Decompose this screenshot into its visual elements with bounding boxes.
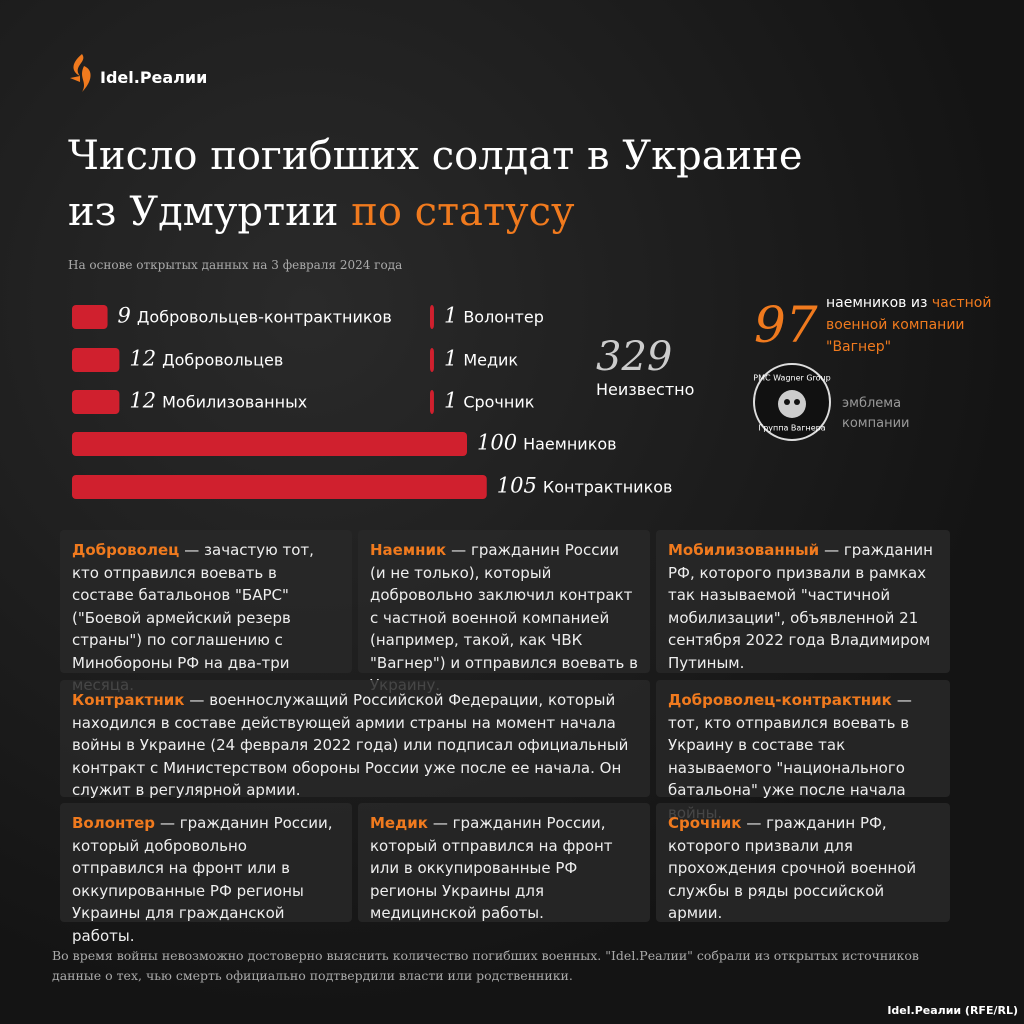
bar — [430, 348, 434, 372]
emblem-text: Группа Вагнера — [758, 424, 825, 433]
title: Число погибших солдат в Украине из Удмурт… — [68, 128, 803, 240]
title-line: из Удмуртии — [68, 189, 339, 235]
term: Медик — [370, 814, 428, 832]
bar-chart: 9 Добровольцев-контрактников 12 Добровольце… — [72, 304, 673, 499]
term: Контрактник — [72, 691, 185, 709]
value-label: 12 — [129, 389, 156, 413]
unknown-value: 329 — [596, 334, 673, 380]
bar — [72, 390, 120, 414]
definition-text: — гражданин РФ, которого призвали для пр… — [668, 814, 917, 922]
term: Мобилизованный — [668, 541, 820, 559]
subtitle: На основе открытых данных на 3 февраля 2… — [68, 258, 403, 272]
value-label: 12 — [129, 347, 156, 371]
definition-text: — зачастую тот, кто отправился воевать в… — [72, 541, 314, 694]
wagner-value: 97 — [754, 296, 818, 354]
emblem-caption: эмблема компании — [842, 396, 910, 431]
definition-box: Контрактник — военнослужащий Российской Ф… — [60, 680, 650, 799]
category-label: Медик — [463, 351, 518, 370]
emblem: PMC Wagner Group Группа Вагнера — [753, 363, 831, 441]
category-label: Добровольцев-контрактников — [137, 308, 392, 327]
text-accent: "Вагнер" — [826, 339, 892, 355]
term: Срочник — [668, 814, 742, 832]
bar — [72, 348, 120, 372]
title-line: Число погибших солдат в Украине — [68, 133, 803, 179]
term: Наемник — [370, 541, 447, 559]
term: Доброволец-контрактник — [668, 691, 892, 709]
value-label: 105 — [497, 474, 537, 498]
value-label: 1 — [444, 304, 457, 328]
value-label: 100 — [477, 431, 517, 455]
category-label: Мобилизованных — [162, 393, 307, 412]
category-label: Волонтер — [463, 308, 544, 327]
bar — [72, 432, 467, 456]
value-label: 9 — [118, 304, 131, 328]
definition-box: Медик — гражданин России, который отправи… — [358, 803, 650, 922]
bar — [72, 305, 108, 329]
definition-box: Наемник — гражданин России (и не только),… — [358, 530, 650, 694]
definition-text: — гражданин России, который отправился н… — [370, 814, 613, 922]
category-label: Добровольцев — [162, 351, 283, 370]
definition-box: Срочник — гражданин РФ, которого призвали… — [656, 803, 950, 922]
category-label: Срочник — [463, 393, 534, 412]
value-label: 1 — [444, 389, 457, 413]
wagner-text: наемников из частной военной компании "В… — [826, 292, 1006, 358]
logo-icon — [70, 54, 91, 92]
title-accent: по статусу — [351, 189, 575, 235]
footer-note: Во время войны невозможно достоверно выя… — [52, 948, 919, 983]
bar — [430, 390, 434, 414]
definition-box: Волонтер — гражданин России, который добр… — [60, 803, 352, 945]
definition-box: Доброволец-контрактник — тот, кто отправи… — [656, 680, 950, 822]
text: наемников из — [826, 295, 928, 311]
text-accent: частной военной компании — [826, 295, 992, 333]
definition-text: — гражданин РФ, которого призвали в рамк… — [668, 541, 933, 672]
definition-text: — военнослужащий Российской Федерации, к… — [72, 691, 629, 799]
definition-box: Доброволец — зачастую тот, кто отправился… — [60, 530, 352, 694]
unknown-label: Неизвестно — [596, 380, 695, 399]
definition-text: — гражданин России (и не только), которы… — [370, 541, 638, 694]
category-label: Наемников — [523, 435, 617, 454]
definition-box: Мобилизованный — гражданин РФ, которого п… — [656, 530, 950, 673]
category-label: Контрактников — [543, 478, 673, 497]
term: Доброволец — [72, 541, 180, 559]
term: Волонтер — [72, 814, 155, 832]
brand: Idel.Реалии — [100, 68, 208, 87]
definition-text: — гражданин России, который добровольно … — [72, 814, 333, 945]
bar — [430, 305, 434, 329]
definition-text: — тот, кто отправился воевать в Украину … — [668, 691, 912, 822]
emblem-text: PMC Wagner Group — [753, 374, 830, 383]
value-label: 1 — [444, 347, 457, 371]
bar — [72, 475, 487, 499]
credit: Idel.Реалии (RFE/RL) — [887, 1004, 1018, 1017]
